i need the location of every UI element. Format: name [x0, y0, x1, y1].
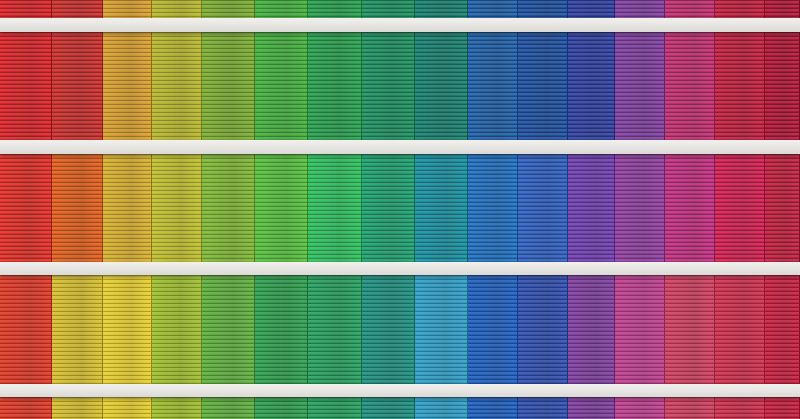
- blind-panel: [568, 154, 615, 262]
- floor-beam: [0, 384, 800, 397]
- blind-panel: [468, 0, 518, 18]
- blind-panel: [518, 275, 568, 384]
- blind-panel: [665, 154, 715, 262]
- blind-panel: [0, 0, 52, 18]
- blind-panel: [615, 397, 665, 419]
- blind-panel: [715, 275, 765, 384]
- blind-panel: [615, 0, 665, 18]
- blind-panel: [202, 154, 255, 262]
- blind-panel: [152, 397, 202, 419]
- blind-panel: [665, 397, 715, 419]
- blind-panel: [0, 154, 52, 262]
- blind-panel: [255, 0, 308, 18]
- blind-panel: [468, 275, 518, 384]
- blind-panel: [103, 0, 152, 18]
- blind-panel: [568, 32, 615, 140]
- blind-panel: [255, 275, 308, 384]
- blind-panel: [765, 0, 800, 18]
- blind-panel: [615, 32, 665, 140]
- blind-panel: [518, 154, 568, 262]
- blind-panel: [152, 275, 202, 384]
- blind-panel: [202, 397, 255, 419]
- blind-panel: [415, 154, 468, 262]
- blind-panel: [715, 32, 765, 140]
- blind-panel: [0, 275, 52, 384]
- blind-panel: [568, 397, 615, 419]
- blind-panel: [665, 32, 715, 140]
- blind-panel: [152, 154, 202, 262]
- blind-panel: [202, 275, 255, 384]
- blind-panel: [518, 0, 568, 18]
- blind-panel: [715, 397, 765, 419]
- blind-panel: [415, 32, 468, 140]
- blind-panel: [308, 154, 362, 262]
- floor-beam: [0, 140, 800, 154]
- blind-panel: [468, 32, 518, 140]
- blind-panel: [52, 154, 103, 262]
- blind-panel: [415, 0, 468, 18]
- blind-panel: [715, 154, 765, 262]
- blind-panel: [362, 397, 415, 419]
- blind-panel: [468, 397, 518, 419]
- blind-panel: [103, 397, 152, 419]
- blind-panel: [308, 397, 362, 419]
- blind-panel: [362, 0, 415, 18]
- blind-panel: [362, 32, 415, 140]
- blind-panel: [202, 0, 255, 18]
- blind-panel: [308, 0, 362, 18]
- blind-panel: [152, 0, 202, 18]
- blind-panel: [615, 275, 665, 384]
- blind-panel: [255, 32, 308, 140]
- blind-panel: [255, 397, 308, 419]
- blind-panel: [665, 0, 715, 18]
- floor-beam: [0, 262, 800, 275]
- blind-panel: [0, 32, 52, 140]
- blind-panel: [308, 32, 362, 140]
- blind-panel: [765, 397, 800, 419]
- blind-panel: [202, 32, 255, 140]
- blind-panel: [103, 154, 152, 262]
- blind-panel: [255, 154, 308, 262]
- blind-panel: [615, 154, 665, 262]
- blind-panel: [765, 154, 800, 262]
- blind-panel: [52, 0, 103, 18]
- blind-panel: [415, 397, 468, 419]
- floor-beam: [0, 18, 800, 32]
- blind-panel: [362, 154, 415, 262]
- blind-panel: [52, 397, 103, 419]
- blind-panel: [568, 275, 615, 384]
- blind-panel: [568, 0, 615, 18]
- blind-panel: [362, 275, 415, 384]
- blind-panel: [308, 275, 362, 384]
- blind-panel: [415, 275, 468, 384]
- blind-panel: [0, 397, 52, 419]
- blind-panel: [518, 32, 568, 140]
- blind-panel: [152, 32, 202, 140]
- blind-panel: [765, 275, 800, 384]
- blind-panel: [52, 32, 103, 140]
- blind-panel: [52, 275, 103, 384]
- blind-panel: [103, 32, 152, 140]
- blind-panel: [665, 275, 715, 384]
- blind-panel: [103, 275, 152, 384]
- blind-panel: [765, 32, 800, 140]
- blind-panel: [468, 154, 518, 262]
- blind-panel: [715, 0, 765, 18]
- blind-panel: [518, 397, 568, 419]
